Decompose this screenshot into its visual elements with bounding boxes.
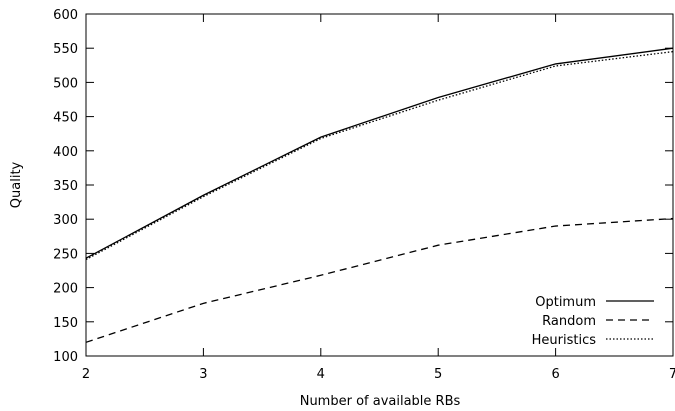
series-line-heuristics xyxy=(85,50,674,261)
y-tick-label: 400 xyxy=(53,145,78,160)
x-tick-label: 5 xyxy=(434,367,442,382)
series-line-random xyxy=(85,217,674,343)
legend-label-heuristics: Heuristics xyxy=(532,333,597,348)
y-tick-label: 100 xyxy=(53,350,78,365)
y-tick-label: 200 xyxy=(53,282,78,297)
y-tick-label: 250 xyxy=(53,247,78,262)
series-line-optimum xyxy=(85,47,674,259)
y-tick-label: 300 xyxy=(53,213,78,228)
x-tick-label: 6 xyxy=(551,367,559,382)
x-tick-label: 3 xyxy=(199,367,207,382)
y-tick-label: 350 xyxy=(53,179,78,194)
y-tick-label: 550 xyxy=(53,42,78,57)
y-tick-label: 500 xyxy=(53,76,78,91)
legend-label-optimum: Optimum xyxy=(535,295,596,310)
ticks-layer: 100 150 200 250 300 350 400 450 500 550 600 2 3 4 5 6 7 xyxy=(53,8,675,382)
x-axis-title: Number of available RBs xyxy=(300,394,461,409)
y-tick-label: 150 xyxy=(53,316,78,331)
legend-label-random: Random xyxy=(542,314,596,329)
x-tick-label: 7 xyxy=(669,367,675,382)
y-axis-title: Quality xyxy=(9,161,24,208)
x-tick-label: 2 xyxy=(82,367,90,382)
legend: Optimum Random Heuristics xyxy=(532,295,654,348)
y-tick-label: 450 xyxy=(53,111,78,126)
y-tick-label: 600 xyxy=(53,8,78,23)
series-layer xyxy=(85,47,674,343)
x-tick-label: 4 xyxy=(317,367,325,382)
